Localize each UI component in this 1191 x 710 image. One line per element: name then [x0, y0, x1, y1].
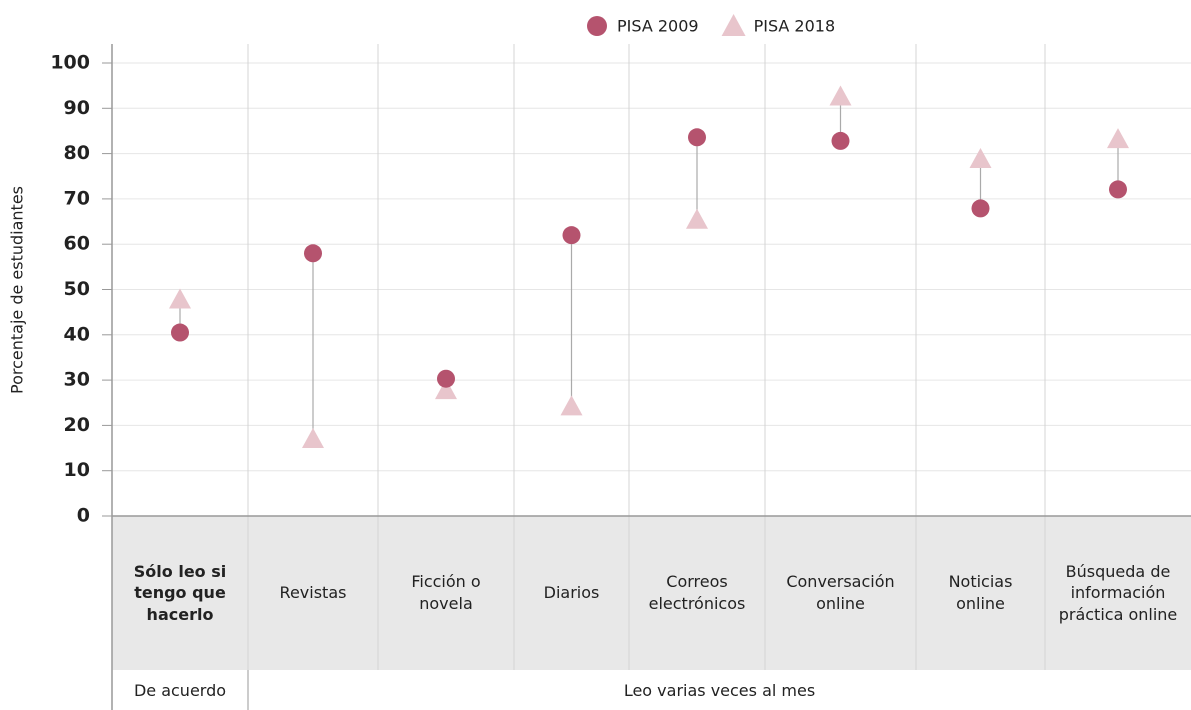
y-tick-label: 100	[50, 52, 90, 74]
y-tick-label: 60	[64, 233, 90, 255]
x-tick-label: Ficción o novela	[411, 572, 481, 613]
point	[686, 208, 708, 229]
group-label: Leo varias veces al mes	[623, 680, 816, 700]
x-tick-label: Búsqueda de información práctica online	[1058, 561, 1178, 624]
point	[171, 323, 189, 342]
point	[1107, 128, 1129, 149]
point	[971, 199, 990, 218]
y-tick-label: 40	[64, 323, 90, 345]
y-axis-label: Porcentaje de estudiantes	[8, 186, 27, 394]
point	[562, 226, 581, 245]
point	[560, 395, 583, 416]
x-tick-label: Conversación online	[786, 572, 895, 613]
y-tick-label: 80	[64, 142, 90, 164]
x-tick-label: Revistas	[279, 583, 347, 603]
y-tick-label: 50	[64, 278, 90, 300]
y-tick-label: 0	[77, 505, 90, 527]
point	[829, 85, 852, 106]
x-tick-label: Noticias online	[948, 572, 1013, 613]
legend-marker	[721, 14, 746, 36]
legend-label: PISA 2018	[754, 17, 836, 36]
point	[169, 288, 191, 309]
point	[831, 131, 850, 150]
point	[435, 379, 457, 400]
group-label: De acuerdo	[133, 680, 227, 700]
point	[437, 369, 455, 388]
x-tick-label: Diarios	[543, 583, 600, 603]
x-tick-label: Sólo leo si tengo que hacerlo	[133, 561, 227, 624]
point	[302, 427, 324, 448]
y-tick-label: 70	[64, 187, 90, 209]
point	[688, 128, 706, 147]
point	[1109, 180, 1127, 199]
point	[304, 244, 322, 263]
y-tick-label: 20	[64, 414, 90, 436]
y-tick-label: 90	[64, 97, 90, 119]
legend-label: PISA 2009	[617, 17, 699, 36]
category-band	[112, 516, 1191, 670]
y-tick-label: 30	[64, 369, 90, 391]
y-tick-label: 10	[64, 459, 90, 481]
x-tick-label: Correos electrónicos	[648, 572, 746, 613]
legend-marker	[587, 16, 607, 36]
point	[969, 148, 992, 169]
